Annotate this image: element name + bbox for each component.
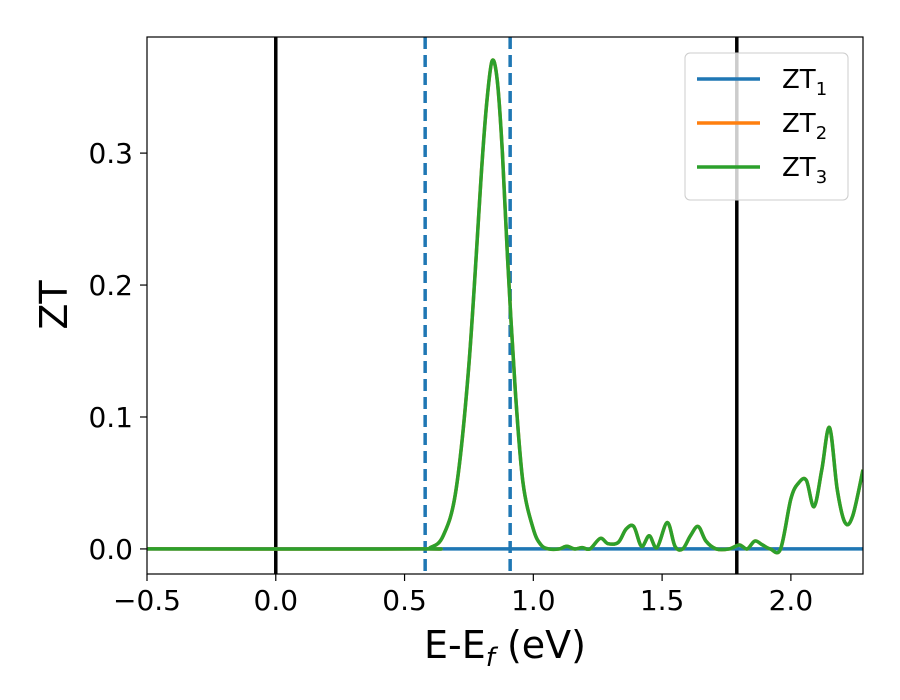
legend-label-main: ZT	[782, 153, 816, 183]
y-axis: 0.0 0.1 0.2 0.3	[88, 137, 147, 566]
x-tick-label: 1.0	[511, 584, 556, 617]
legend-label-subscript: 3	[816, 167, 827, 188]
x-tick-label: 2.0	[769, 584, 814, 617]
legend-box	[684, 52, 849, 201]
legend-label-main: ZT	[782, 65, 816, 95]
plot-frame	[146, 36, 864, 575]
x-tick-label: −0.5	[113, 584, 181, 617]
y-tick-label: 0.3	[88, 137, 133, 170]
x-axis-label-main: E-E	[424, 623, 486, 667]
legend-label-subscript: 2	[816, 123, 827, 144]
x-axis: −0.5 0.0 0.5 1.0 1.5 2.0	[113, 574, 813, 617]
x-tick-label: 0.5	[382, 584, 427, 617]
y-axis-label: ZT	[32, 280, 76, 330]
x-tick-label: 0.0	[254, 584, 299, 617]
legend-label-1: ZT1	[782, 65, 827, 100]
x-tick-label: 1.5	[640, 584, 685, 617]
y-tick-label: 0.1	[88, 401, 133, 434]
series-layer	[147, 58, 863, 555]
x-axis-label: E-Ef (eV)	[424, 623, 586, 673]
legend-label-3: ZT3	[782, 153, 827, 188]
series-line-3	[147, 58, 863, 555]
y-tick-label: 0.2	[88, 269, 133, 302]
x-axis-label-unit: (eV)	[495, 623, 586, 667]
y-tick-label: 0.0	[88, 533, 133, 566]
legend-label-2: ZT2	[782, 109, 827, 144]
legend-label-subscript: 1	[816, 79, 827, 100]
legend-label-main: ZT	[782, 109, 816, 139]
